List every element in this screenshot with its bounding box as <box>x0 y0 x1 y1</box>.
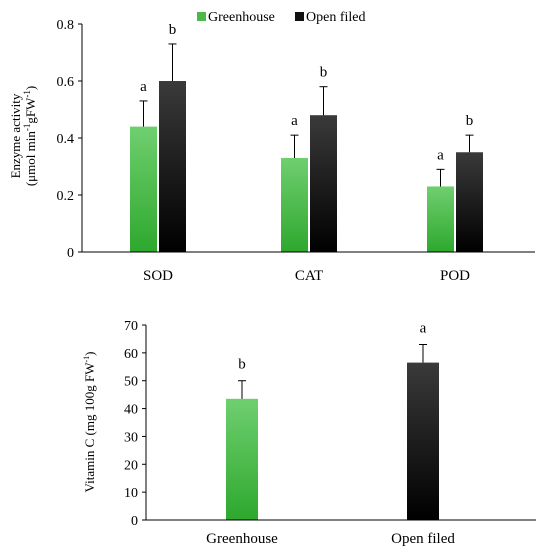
bar-pod-open-filed-significance-letter: b <box>466 113 474 129</box>
y-tick-label: 0.2 <box>57 189 75 204</box>
y-axis-label: Enzyme activity (μmol min-1gFW-1) <box>8 86 38 186</box>
y-tick-label: 10 <box>124 486 138 501</box>
legend-label-open-filed: Open filed <box>306 10 365 25</box>
x-tick-label-cat: CAT <box>295 268 323 284</box>
legend-swatch-greenhouse <box>197 12 206 21</box>
bar-open-filed <box>407 362 439 520</box>
enzyme-activity-chart: 0 0.2 0.4 0.6 0.8 a b a b a b SOD CAT POD Greenhous… <box>8 10 535 284</box>
legend: Greenhouse Open filed <box>197 10 365 25</box>
bar-pod-open-filed <box>456 152 483 252</box>
y-axis-label-text: Vitamin C (mg 100g FW-1) <box>82 352 97 493</box>
y-tick-label: 0 <box>67 246 74 261</box>
y-ticks: 0 10 20 30 40 50 60 70 <box>124 319 146 529</box>
x-tick-label-greenhouse: Greenhouse <box>206 531 278 547</box>
bar-greenhouse <box>226 398 258 520</box>
bar-sod-greenhouse <box>130 126 157 252</box>
bar-open-filed-significance-letter: a <box>420 321 427 337</box>
y-tick-label: 30 <box>124 430 138 445</box>
bar-sod-open-filed-significance-letter: b <box>169 22 177 38</box>
x-tick-labels: Greenhouse Open filed <box>206 531 455 547</box>
y-tick-label: 0 <box>131 514 138 529</box>
y-tick-label: 0.8 <box>57 18 75 33</box>
x-tick-label-pod: POD <box>440 268 470 284</box>
bar-pod-greenhouse-significance-letter: a <box>437 147 444 163</box>
y-ticks: 0 0.2 0.4 0.6 0.8 <box>57 18 82 261</box>
y-axis-label: Vitamin C (mg 100g FW-1) <box>82 352 97 493</box>
bar-cat-open-filed-significance-letter: b <box>320 65 328 81</box>
y-tick-label: 50 <box>124 375 138 390</box>
bar-pod-greenhouse <box>427 186 454 252</box>
bar-cat-greenhouse-significance-letter: a <box>291 113 298 129</box>
bar-group: ba <box>226 321 439 520</box>
bar-greenhouse-significance-letter: b <box>238 357 246 373</box>
y-tick-label: 0.4 <box>57 132 75 147</box>
x-tick-label-open-filed: Open filed <box>391 531 455 547</box>
y-axis-label-line1: Enzyme activity <box>8 93 23 178</box>
y-tick-label: 70 <box>124 319 138 334</box>
y-tick-label: 40 <box>124 403 138 418</box>
y-axis-label-line2: (μmol min-1gFW-1) <box>22 86 38 186</box>
bar-cat-open-filed <box>310 115 337 252</box>
y-tick-label: 60 <box>124 347 138 362</box>
bar-group: a b a b a b <box>130 22 483 252</box>
y-tick-label: 0.6 <box>57 75 75 90</box>
legend-label-greenhouse: Greenhouse <box>208 10 275 25</box>
y-tick-label: 20 <box>124 458 138 473</box>
bar-sod-open-filed <box>159 81 186 252</box>
bar-cat-greenhouse <box>281 157 308 252</box>
x-tick-label-sod: SOD <box>143 268 173 284</box>
bar-sod-greenhouse-significance-letter: a <box>140 79 147 95</box>
legend-swatch-open-filed <box>295 12 304 21</box>
x-tick-labels: SOD CAT POD <box>143 268 470 284</box>
